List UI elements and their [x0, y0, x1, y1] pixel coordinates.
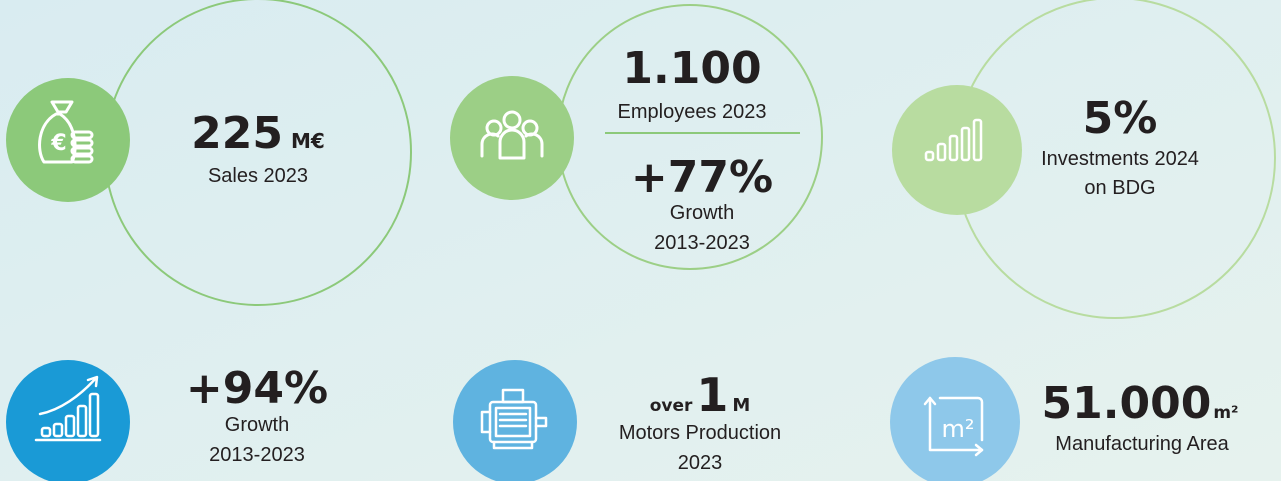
stat-sub-value: +77% — [631, 152, 773, 203]
stat-label: Manufacturing Area — [1055, 433, 1229, 455]
motor-icon — [480, 388, 548, 450]
bars-icon — [924, 118, 983, 162]
stat-investments: 5% Investments 2024 on BDG — [892, 0, 1276, 319]
stat-value: 1.100 — [622, 43, 761, 94]
stat-label: 2013-2023 — [209, 444, 305, 466]
stat-label: Employees 2023 — [618, 101, 767, 123]
stat-label: on BDG — [1084, 177, 1155, 199]
icon-circle — [890, 357, 1020, 481]
stat-label: 2023 — [678, 452, 723, 474]
icon-area: m² — [942, 415, 975, 443]
stat-value: 51.000 m² — [1042, 378, 1239, 429]
stat-label: Sales 2023 — [208, 165, 308, 187]
stat-value: over1 M — [650, 368, 751, 422]
growth-icon — [34, 375, 102, 442]
icon-circle — [6, 78, 130, 202]
unit: M€ — [291, 129, 325, 153]
area-icon — [923, 396, 984, 457]
money-icon — [38, 100, 94, 164]
stat-employees: 1.100 Employees 2023 +77% Growth 2013-20… — [450, 4, 823, 270]
stat-label: Investments 2024 — [1041, 148, 1199, 170]
stat-sales: € 225 M€ Sales 2023 — [6, 0, 412, 306]
prefix: over — [650, 396, 693, 416]
icon-euro: € — [50, 131, 66, 156]
value: 51.000 — [1042, 378, 1212, 429]
people-icon — [480, 110, 544, 160]
stat-motors: over1 M Motors Production 2023 — [453, 360, 781, 481]
value: 1 — [696, 368, 728, 422]
stat-sub-label: 2013-2023 — [654, 232, 750, 254]
stat-label: Motors Production — [619, 422, 781, 444]
stat-value: +94% — [186, 363, 328, 414]
stat-value: 5% — [1083, 93, 1158, 144]
stat-sub-label: Growth — [670, 202, 734, 224]
value: 225 — [191, 108, 283, 159]
unit: M — [732, 395, 750, 416]
icon-circle — [6, 360, 130, 481]
unit: m² — [1213, 403, 1238, 423]
stat-area: m² 51.000 m² Manufacturing Area — [890, 357, 1238, 481]
stat-value: 225 M€ — [191, 108, 325, 159]
icon-circle — [450, 76, 574, 200]
stat-label: Growth — [225, 414, 289, 436]
stat-growth: +94% Growth 2013-2023 — [6, 360, 328, 481]
